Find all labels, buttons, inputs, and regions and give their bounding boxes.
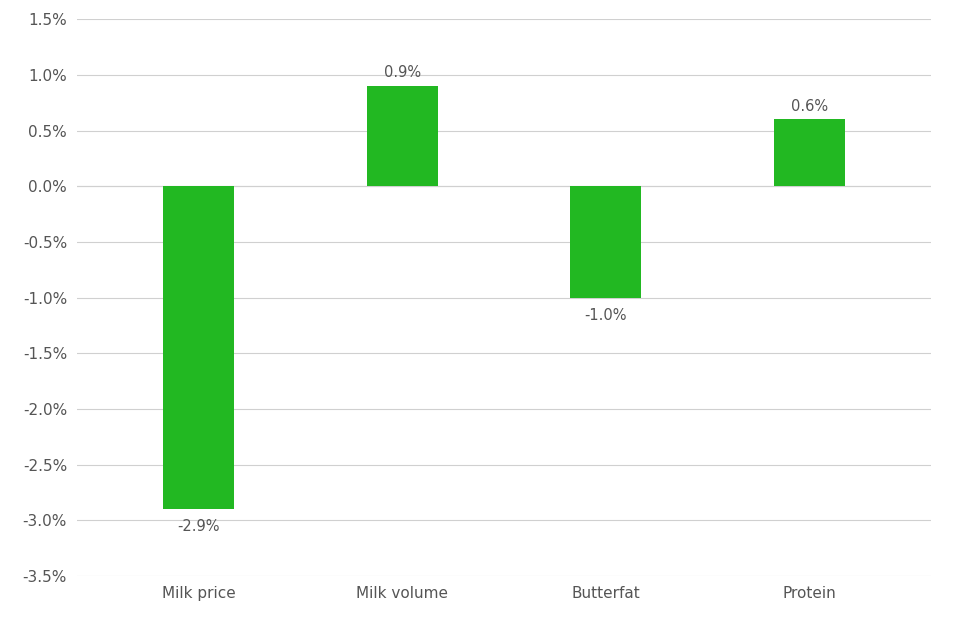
Text: -2.9%: -2.9% bbox=[178, 519, 220, 534]
Text: 0.9%: 0.9% bbox=[384, 65, 420, 81]
Bar bbox=[163, 186, 234, 509]
Bar bbox=[570, 186, 641, 298]
Text: 0.6%: 0.6% bbox=[791, 99, 828, 114]
Text: -1.0%: -1.0% bbox=[585, 308, 627, 323]
Bar bbox=[774, 120, 845, 186]
Bar bbox=[367, 86, 438, 186]
